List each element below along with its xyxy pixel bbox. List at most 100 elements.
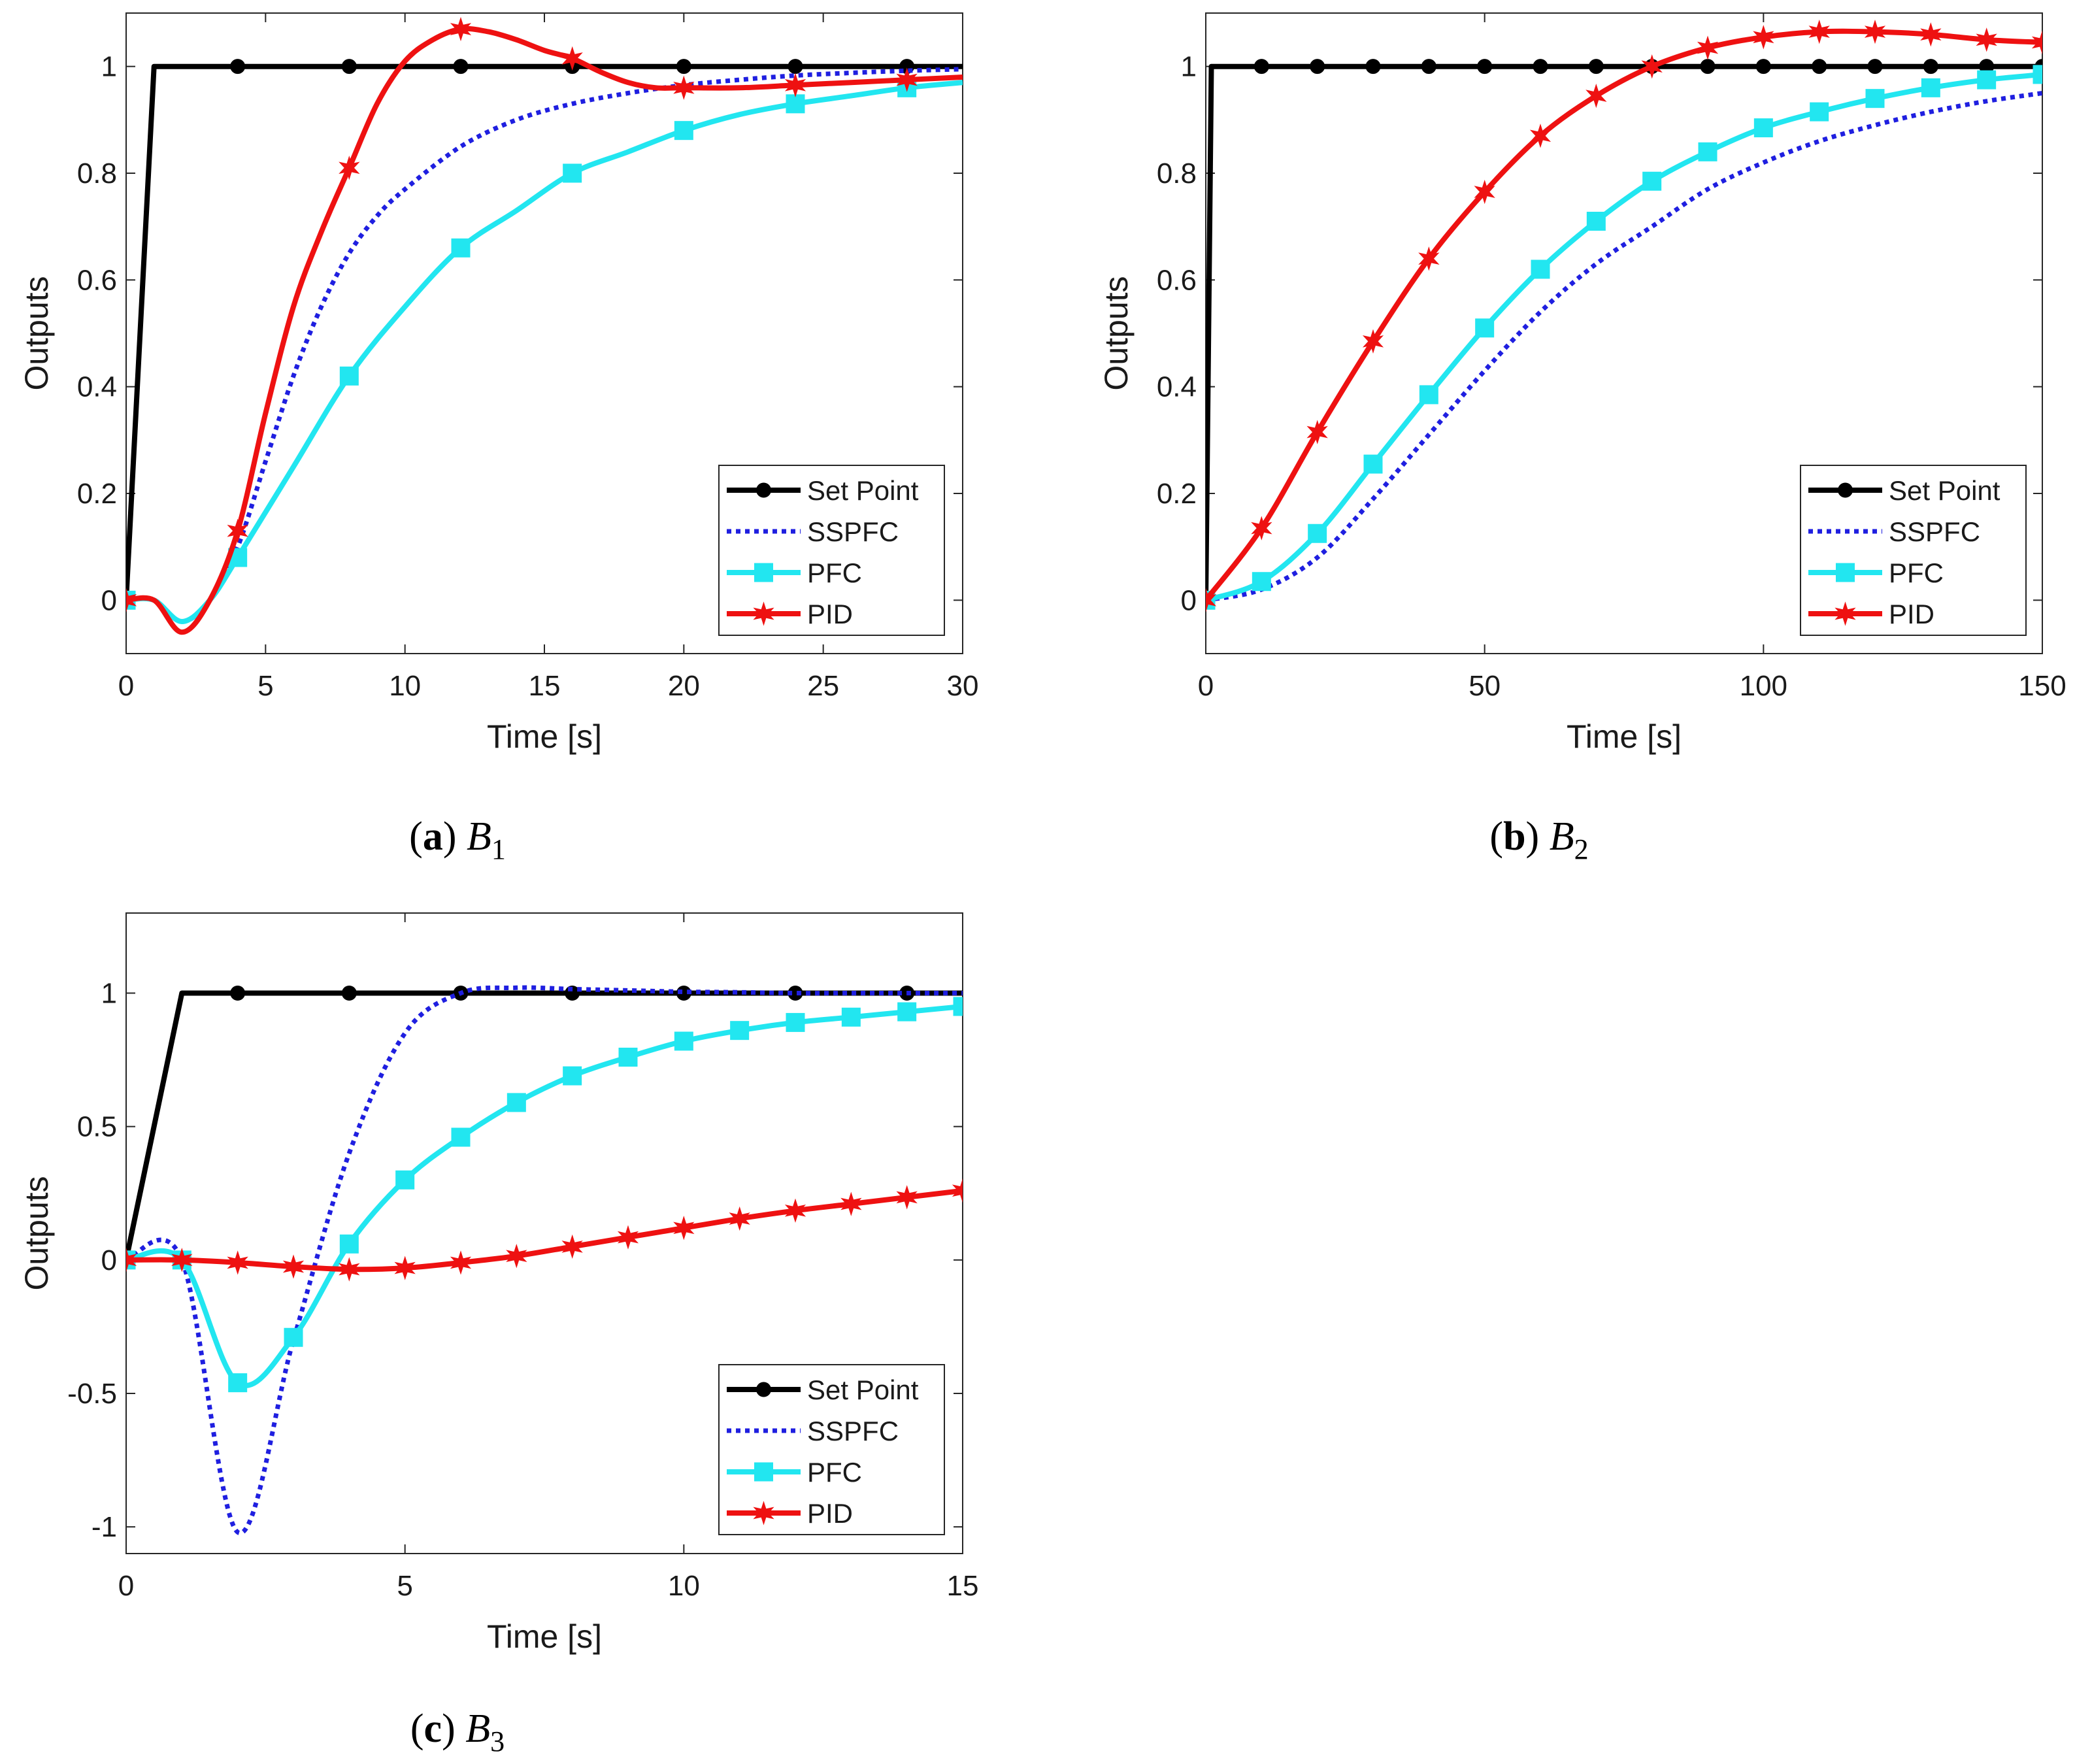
- legend: Set Point SSPFC PFC PID: [718, 465, 945, 636]
- x-tick-label: 30: [947, 670, 979, 702]
- series-marker-pid: [784, 1198, 806, 1223]
- series-marker-pfc: [1977, 70, 1997, 90]
- series-marker-pid: [896, 67, 918, 92]
- legend-marker: [1838, 482, 1853, 498]
- series-marker-pid: [171, 1248, 193, 1273]
- series-marker-pid: [896, 1185, 918, 1210]
- series-line-sspfc: [1206, 91, 2042, 603]
- series-marker-pfc: [841, 1007, 861, 1027]
- series-marker-pid: [1697, 35, 1719, 60]
- legend-label: Set Point: [807, 475, 919, 506]
- x-tick-label: 0: [118, 670, 134, 702]
- series-marker-pid: [1306, 420, 1328, 444]
- series-marker-pfc: [451, 1127, 471, 1147]
- series-marker-pfc: [618, 1048, 638, 1067]
- series-marker-pid: [506, 1244, 527, 1269]
- chart-panel-b: 0 50 100 150 0 0.2 0.4 0.6 0.8 1 Time [s] Outputs Se…: [1098, 12, 2067, 865]
- series-marker-set-point: [1923, 59, 1938, 75]
- series-marker-pid: [1418, 246, 1440, 271]
- y-tick-label: 0.6: [1157, 264, 1197, 296]
- legend-box: [718, 1364, 945, 1535]
- legend-label: SSPFC: [807, 516, 899, 547]
- series-marker-pfc: [1531, 259, 1550, 279]
- series-marker-pid: [1474, 179, 1495, 205]
- y-tick-label: 1: [101, 978, 117, 1010]
- x-axis-label: Time [s]: [487, 1618, 602, 1655]
- y-tick-label: 0: [101, 1244, 117, 1276]
- x-tick-label: 25: [807, 670, 839, 702]
- series-marker-pid: [952, 1178, 963, 1203]
- series-marker-pfc: [1865, 89, 1885, 108]
- series-line-pid: [126, 25, 963, 635]
- series-marker-pid: [1585, 83, 1607, 108]
- y-axis-label: Outputs: [1098, 276, 1135, 390]
- x-tick-label: 100: [1740, 670, 1787, 702]
- x-tick-label: 10: [389, 670, 421, 702]
- series-marker-pfc: [506, 1093, 526, 1112]
- series-marker-pfc: [1921, 78, 1940, 97]
- series-marker-pfc: [897, 1002, 917, 1022]
- series-marker-pfc: [563, 163, 582, 183]
- series-marker-pfc: [786, 94, 805, 114]
- series-marker-pfc: [563, 1066, 582, 1086]
- y-tick-label: 0.2: [77, 478, 117, 510]
- series-marker-set-point: [1700, 59, 1716, 75]
- y-tick-label: 1: [1181, 51, 1197, 83]
- series-marker-set-point: [230, 986, 246, 1001]
- series-marker-pfc: [1419, 385, 1438, 405]
- x-tick-label: 10: [668, 1570, 700, 1602]
- y-tick-label: 0: [101, 584, 117, 616]
- series-line-pid: [126, 1188, 963, 1273]
- series-marker-pid: [1864, 19, 1886, 44]
- x-tick-label: 20: [668, 670, 700, 702]
- x-tick-label: 5: [257, 670, 273, 702]
- legend-label: Set Point: [807, 1374, 919, 1405]
- series-marker-pfc: [1363, 454, 1383, 474]
- series-marker-pfc: [284, 1327, 303, 1347]
- y-tick-label: -1: [91, 1511, 117, 1543]
- series-marker-set-point: [1365, 59, 1381, 75]
- legend: Set Point SSPFC PFC PID: [718, 1364, 945, 1535]
- x-axis-label: Time [s]: [487, 718, 602, 755]
- series-marker-set-point: [788, 59, 803, 75]
- legend-marker: [754, 1462, 773, 1482]
- series-marker-set-point: [341, 59, 357, 75]
- legend-marker: [756, 1382, 771, 1397]
- series-marker-pfc: [953, 997, 963, 1016]
- series-group: [1206, 19, 2042, 612]
- series-marker-pid: [617, 1225, 639, 1250]
- series-marker-set-point: [453, 59, 469, 75]
- legend-marker: [1834, 601, 1856, 626]
- series-marker-pid: [394, 1256, 416, 1280]
- series-marker-pid: [1753, 25, 1774, 50]
- series-marker-pid: [1206, 588, 1217, 612]
- series-group: [126, 16, 963, 635]
- y-tick-label: -0.5: [67, 1378, 117, 1410]
- series-marker-pid: [729, 1206, 750, 1231]
- series-marker-pid: [2031, 30, 2042, 55]
- chart-panel-c: 0 5 10 15 -1 -0.5 0 0.5 1 Time [s] Outputs Set Poin…: [18, 912, 978, 1757]
- panel-caption: (b) B2: [1489, 814, 1588, 865]
- series-marker-pfc: [451, 238, 471, 258]
- y-tick-label: 0.8: [77, 158, 117, 190]
- series-marker-pid: [339, 156, 360, 180]
- x-tick-label: 5: [397, 1570, 412, 1602]
- series-marker-pid: [1920, 22, 1942, 47]
- legend-marker: [754, 563, 773, 582]
- legend-label: PID: [807, 599, 853, 629]
- panel-caption: (c) B3: [410, 1706, 505, 1757]
- x-tick-label: 15: [529, 670, 561, 702]
- legend: Set Point SSPFC PFC PID: [1800, 465, 2027, 636]
- series-marker-pfc: [339, 1234, 359, 1254]
- legend-label: SSPFC: [1889, 516, 1980, 547]
- legend-marker: [756, 482, 771, 498]
- series-marker-pid: [450, 16, 472, 42]
- series-marker-pid: [840, 1191, 862, 1216]
- legend-box: [718, 465, 945, 636]
- series-group: [126, 985, 963, 1536]
- y-axis-label: Outputs: [18, 276, 55, 390]
- series-marker-set-point: [1755, 59, 1771, 75]
- series-marker-set-point: [1533, 59, 1548, 75]
- y-tick-label: 1: [101, 51, 117, 83]
